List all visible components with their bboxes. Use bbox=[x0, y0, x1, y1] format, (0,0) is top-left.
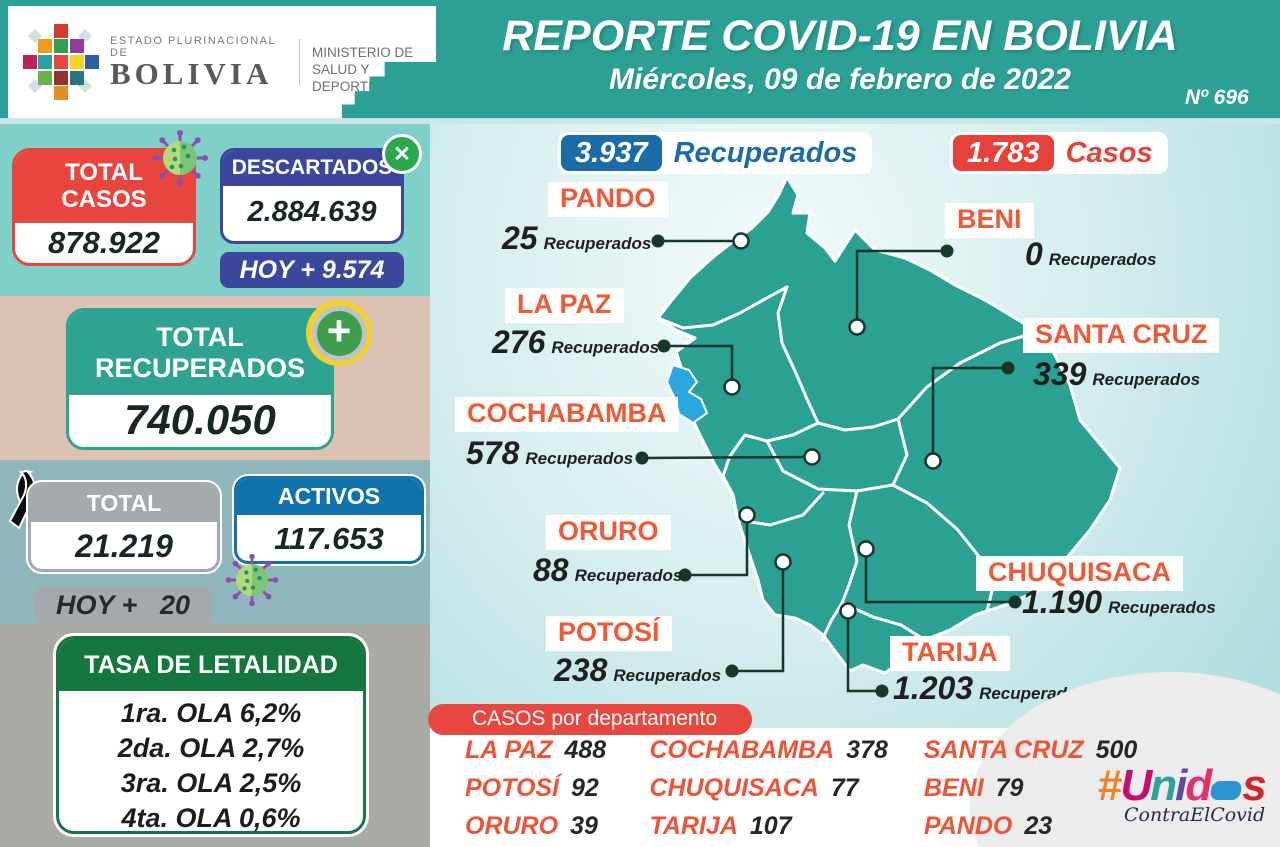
map-label-oruro: ORURO bbox=[546, 515, 671, 550]
map-section: 3.937 Recuperados 1.783 Casos PANDO 25 Re… bbox=[428, 124, 1280, 847]
cases-entry: COCHABAMBA 378 bbox=[649, 736, 888, 764]
estado-label: ESTADO PLURINACIONAL DE bbox=[110, 35, 276, 59]
page-title: REPORTE COVID-19 EN BOLIVIA bbox=[502, 12, 1178, 60]
total-recuperados-label: TOTAL RECUPERADOS bbox=[69, 311, 331, 395]
bolivia-wordmark: BOLIVIA bbox=[110, 56, 273, 91]
total-decesos-value: 21.219 bbox=[75, 528, 173, 564]
panel-total-casos: TOTAL CASOS 878.922 bbox=[0, 124, 430, 296]
plus-circle-icon: + bbox=[306, 300, 372, 366]
activos-label: ACTIVOS bbox=[237, 479, 421, 515]
map-value-cochabamba: 578 Recuperados bbox=[466, 435, 634, 471]
descartados-value: 2.884.639 bbox=[247, 196, 377, 228]
department-borders bbox=[656, 285, 1040, 642]
panel-decesos-activos: TOTAL DECESOS 21.219 HOY + 20 ACTIVOS 11… bbox=[0, 460, 430, 624]
map-label-cochabamba: COCHABAMBA bbox=[455, 397, 679, 432]
map-value-potosi: 238 Recuperados bbox=[554, 652, 722, 688]
cases-entry: PANDO 23 bbox=[923, 812, 1053, 840]
map-value-santa-cruz: 339 Recuperados bbox=[1033, 356, 1201, 392]
cases-entry: POTOSÍ 92 bbox=[465, 774, 599, 802]
map-value-beni: 0 Recuperados bbox=[1025, 236, 1157, 272]
gov-wordmark: ESTADO PLURINACIONAL DE BOLIVIA bbox=[110, 35, 283, 89]
letalidad-row: 1ra. OLA 6,2% bbox=[120, 698, 302, 728]
ministry-name: MINISTERIO DE SALUD Y DEPORTES bbox=[312, 44, 414, 94]
descartados-today: HOY + 9.574 bbox=[220, 252, 404, 288]
cases-by-department-title: CASOS por departamento bbox=[428, 704, 752, 735]
unidos-wordmark: #Unid s bbox=[1098, 761, 1267, 810]
header-band: REPORTE COVID-19 EN BOLIVIA Miércoles, 0… bbox=[0, 0, 1280, 124]
cases-total-badge: 1.783 Casos bbox=[950, 132, 1168, 174]
map-label-pando: PANDO bbox=[548, 182, 668, 217]
recovered-total-badge: 3.937 Recuperados bbox=[558, 132, 873, 174]
unidos-tagline: ContraElCovid bbox=[1124, 804, 1266, 826]
panel-total-recuperados: TOTAL RECUPERADOS 740.050 + bbox=[0, 296, 430, 460]
panel-letalidad: TASA DE LETALIDAD 1ra. OLA 6,2% 2da. OLA… bbox=[0, 624, 430, 847]
cases-entry: BENI 79 bbox=[923, 774, 1024, 802]
report-date: Miércoles, 09 de febrero de 2022 bbox=[609, 63, 1071, 96]
map-value-oruro: 88 Recuperados bbox=[533, 552, 683, 588]
map-value-chuquisaca: 1.190 Recuperados bbox=[1022, 584, 1216, 620]
map-label-beni: BENI bbox=[945, 203, 1034, 238]
letalidad-rows: 1ra. OLA 6,2% 2da. OLA 2,7% 3ra. OLA 2,5… bbox=[59, 691, 363, 833]
letalidad-row: 2da. OLA 2,7% bbox=[117, 733, 305, 763]
cases-entry: TARIJA 107 bbox=[649, 812, 792, 840]
activos-card: ACTIVOS 117.653 bbox=[234, 476, 424, 564]
activos-value: 117.653 bbox=[274, 521, 384, 556]
total-recuperados-value: 740.050 bbox=[124, 396, 276, 443]
map-label-chuquisaca: CHUQUISACA bbox=[976, 556, 1184, 591]
letalidad-title: TASA DE LETALIDAD bbox=[59, 639, 363, 691]
title-block: REPORTE COVID-19 EN BOLIVIA Miércoles, 0… bbox=[440, 12, 1240, 97]
total-casos-value: 878.922 bbox=[47, 225, 161, 260]
total-recuperados-card: TOTAL RECUPERADOS 740.050 bbox=[66, 308, 334, 450]
map-label-santa-cruz: SANTA CRUZ bbox=[1023, 318, 1220, 353]
cases-row: POTOSÍ 92 CHUQUISACA 77 BENI 79 bbox=[465, 774, 1224, 803]
report-number: Nº 696 bbox=[1185, 86, 1249, 109]
cases-entry: LA PAZ 488 bbox=[465, 736, 607, 764]
header-divider bbox=[0, 118, 1280, 124]
decesos-today: HOY + 20 bbox=[34, 586, 212, 624]
cases-row: LA PAZ 488 COCHABAMBA 378 SANTA CRUZ 500 bbox=[465, 736, 1224, 765]
total-casos-label: TOTAL CASOS bbox=[15, 151, 193, 223]
virus-icon bbox=[225, 553, 279, 607]
logo-divider bbox=[299, 39, 301, 85]
descartados-card: DESCARTADOS 2.884.639 bbox=[220, 148, 404, 244]
cases-row: ORURO 39 TARIJA 107 PANDO 23 bbox=[465, 812, 1224, 841]
cases-entry: CHUQUISACA 77 bbox=[649, 774, 859, 802]
map-label-tarija: TARIJA bbox=[890, 636, 1010, 671]
bolivia-emblem-icon bbox=[23, 24, 99, 100]
total-casos-card: TOTAL CASOS 878.922 bbox=[12, 148, 196, 266]
map-label-potosi: POTOSÍ bbox=[546, 616, 672, 651]
total-decesos-label: TOTAL DECESOS bbox=[31, 485, 217, 552]
face-mask-icon bbox=[1209, 781, 1243, 800]
cases-entry: ORURO 39 bbox=[465, 812, 598, 840]
cases-entry: SANTA CRUZ 500 bbox=[923, 736, 1138, 764]
map-label-la-paz: LA PAZ bbox=[505, 288, 624, 323]
map-value-la-paz: 276 Recuperados bbox=[492, 324, 660, 360]
letalidad-row: 4ta. OLA 0,6% bbox=[121, 803, 301, 833]
map-value-pando: 25 Recuperados bbox=[502, 220, 652, 256]
virus-icon bbox=[152, 130, 208, 186]
letalidad-row: 3ra. OLA 2,5% bbox=[120, 768, 302, 798]
total-decesos-card: TOTAL DECESOS 21.219 bbox=[28, 482, 220, 572]
unidos-campaign-logo: #Unid s ContraElCovid bbox=[1098, 761, 1280, 827]
descartados-label: DESCARTADOS bbox=[223, 151, 401, 186]
x-circle-icon: ✕ bbox=[382, 134, 422, 174]
ministry-logo-box: ESTADO PLURINACIONAL DE BOLIVIA MINISTER… bbox=[8, 6, 436, 118]
letalidad-card: TASA DE LETALIDAD 1ra. OLA 6,2% 2da. OLA… bbox=[56, 636, 366, 834]
